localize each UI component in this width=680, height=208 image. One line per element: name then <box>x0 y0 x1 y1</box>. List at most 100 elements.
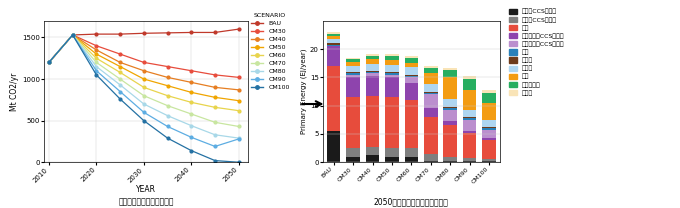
CM30 <box>116 53 124 55</box>
Bar <box>405 100 418 148</box>
CM90 <box>211 145 219 148</box>
CM70 <box>45 61 53 64</box>
CM30 <box>140 61 148 64</box>
Bar <box>327 34 341 36</box>
CM50 <box>140 78 148 80</box>
Bar <box>443 110 457 121</box>
Line: CM60: CM60 <box>48 33 240 112</box>
CM80 <box>92 65 101 68</box>
Bar <box>346 157 360 162</box>
CM40 <box>235 89 243 91</box>
Bar <box>424 154 438 161</box>
Bar <box>424 94 438 109</box>
Bar <box>327 46 341 66</box>
CM60 <box>140 86 148 89</box>
Bar <box>346 73 360 74</box>
Bar <box>424 84 438 92</box>
Bar <box>327 131 341 162</box>
CM60 <box>211 106 219 109</box>
Bar <box>385 65 398 72</box>
CM70 <box>140 94 148 97</box>
CM50 <box>116 65 124 68</box>
Bar <box>366 64 379 71</box>
Bar <box>424 93 438 94</box>
Bar <box>443 99 457 107</box>
CM80 <box>187 124 195 127</box>
CM70 <box>116 78 124 80</box>
Bar <box>463 78 477 90</box>
BAU <box>163 32 171 34</box>
Text: 日本の温室効果ガス排出量: 日本の温室効果ガス排出量 <box>118 197 174 206</box>
Bar <box>327 36 341 39</box>
CM40 <box>163 76 171 79</box>
Bar <box>405 148 418 157</box>
CM80 <box>235 137 243 139</box>
CM80 <box>45 61 53 64</box>
Bar <box>366 155 379 162</box>
CM90 <box>45 61 53 64</box>
CM40 <box>116 61 124 64</box>
Bar <box>346 74 360 77</box>
Line: CM90: CM90 <box>48 33 240 148</box>
Bar <box>405 58 418 63</box>
Bar <box>482 90 496 93</box>
CM60 <box>69 34 77 36</box>
CM70 <box>92 61 101 64</box>
CM40 <box>140 69 148 72</box>
Bar <box>424 66 438 68</box>
Bar <box>463 120 477 131</box>
Bar <box>443 121 457 125</box>
Bar <box>405 157 418 162</box>
Line: BAU: BAU <box>48 28 240 64</box>
Bar <box>424 92 438 93</box>
Bar <box>366 56 379 59</box>
Bar <box>366 72 379 73</box>
CM30 <box>163 65 171 68</box>
BAU <box>45 61 53 64</box>
Legend: 石炭（CCSなし）, 石炭（CCS付き）, 石油, 天然ガス（CCSなし）, 天然ガス（CCS付き）, 水力, 原子力, 太陽光, 風力, バイオマス, その他: 石炭（CCSなし）, 石炭（CCS付き）, 石油, 天然ガス（CCSなし）, 天… <box>507 6 566 98</box>
Bar <box>405 74 418 76</box>
CM100 <box>235 161 243 163</box>
CM60 <box>187 101 195 104</box>
Y-axis label: Primary Energy (EJ/year): Primary Energy (EJ/year) <box>301 49 307 134</box>
CM60 <box>45 61 53 64</box>
CM100 <box>140 119 148 122</box>
CM80 <box>140 103 148 105</box>
CM30 <box>235 76 243 79</box>
Bar <box>482 130 496 139</box>
Bar <box>463 90 477 110</box>
CM70 <box>187 113 195 115</box>
BAU <box>187 31 195 34</box>
CM60 <box>116 71 124 74</box>
CM50 <box>92 53 101 55</box>
CM40 <box>69 34 77 36</box>
Bar <box>424 73 438 84</box>
Bar <box>366 96 379 147</box>
Bar <box>463 133 477 158</box>
Bar <box>482 120 496 127</box>
CM40 <box>45 61 53 64</box>
Bar <box>482 139 496 140</box>
Line: CM100: CM100 <box>48 33 240 164</box>
Bar <box>463 76 477 78</box>
Bar <box>327 39 341 43</box>
Bar <box>346 58 360 59</box>
CM90 <box>163 125 171 128</box>
Bar <box>443 107 457 108</box>
BAU <box>235 28 243 30</box>
CM40 <box>92 49 101 51</box>
CM40 <box>187 81 195 84</box>
Bar <box>463 158 477 161</box>
CM50 <box>45 61 53 64</box>
Bar <box>443 68 457 70</box>
Bar <box>463 117 477 118</box>
Bar <box>366 76 379 96</box>
Y-axis label: Mt CO2/yr: Mt CO2/yr <box>10 72 19 111</box>
Bar <box>463 118 477 120</box>
Bar <box>405 63 418 67</box>
CM100 <box>45 61 53 64</box>
Bar <box>443 157 457 161</box>
Bar <box>385 54 398 56</box>
Bar <box>443 77 457 99</box>
Bar <box>482 103 496 120</box>
